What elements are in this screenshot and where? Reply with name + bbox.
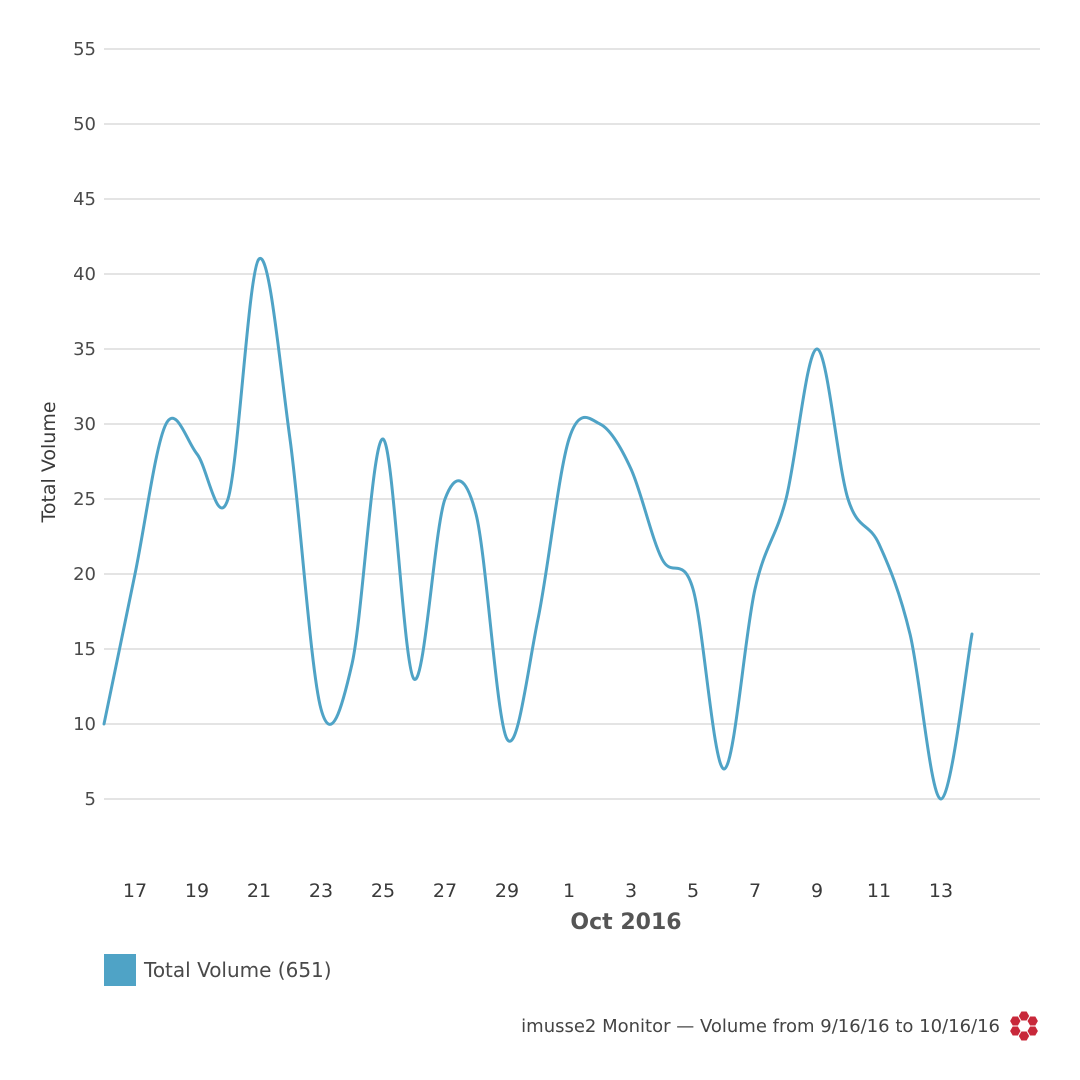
series-group bbox=[102, 257, 974, 801]
grid-lines bbox=[104, 48, 1040, 800]
logo-hexagon-1 bbox=[1018, 1011, 1030, 1021]
y-tick-label: 45 bbox=[73, 189, 96, 210]
x-tick-label: 19 bbox=[185, 880, 209, 902]
x-tick-label: 13 bbox=[929, 880, 953, 902]
y-tick-label: 30 bbox=[73, 414, 96, 435]
x-tick-label: 17 bbox=[123, 880, 147, 902]
y-axis-ticks: 5 10 15 20 25 30 35 40 45 50 55 bbox=[73, 39, 96, 810]
x-tick-label: 7 bbox=[749, 880, 761, 902]
y-tick-label: 40 bbox=[73, 264, 96, 285]
logo-hexagon-2 bbox=[1010, 1016, 1021, 1026]
logo-hexagon-5 bbox=[1027, 1026, 1038, 1036]
y-tick-label: 5 bbox=[85, 789, 96, 810]
x-tick-label: 11 bbox=[867, 880, 891, 902]
x-tick-label: 9 bbox=[811, 880, 823, 902]
x-tick-label: 21 bbox=[247, 880, 271, 902]
y-tick-label: 10 bbox=[73, 714, 96, 735]
logo-hexagon-4 bbox=[1010, 1026, 1021, 1036]
x-tick-label: 1 bbox=[563, 880, 575, 902]
y-tick-label: 25 bbox=[73, 489, 96, 510]
y-tick-label: 15 bbox=[73, 639, 96, 660]
hexagon-cluster-logo-icon bbox=[1010, 1011, 1038, 1041]
x-axis-month-label: Oct 2016 bbox=[570, 910, 681, 935]
x-tick-label: 3 bbox=[625, 880, 637, 902]
footer-caption: imusse2 Monitor — Volume from 9/16/16 to… bbox=[521, 1016, 1000, 1037]
legend[interactable]: Total Volume (651) bbox=[104, 954, 332, 986]
legend-swatch[interactable] bbox=[104, 954, 136, 986]
x-tick-label: 25 bbox=[371, 880, 395, 902]
x-tick-label: 23 bbox=[309, 880, 333, 902]
y-tick-label: 20 bbox=[73, 564, 96, 585]
y-tick-label: 35 bbox=[73, 339, 96, 360]
y-tick-label: 55 bbox=[73, 39, 96, 60]
x-tick-label: 5 bbox=[687, 880, 699, 902]
x-tick-label: 29 bbox=[495, 880, 519, 902]
logo-hexagon-6 bbox=[1018, 1031, 1030, 1041]
series-line-total-volume[interactable] bbox=[102, 257, 974, 801]
y-axis-title: Total Volume bbox=[38, 401, 60, 523]
y-tick-label: 50 bbox=[73, 114, 96, 135]
x-axis-ticks: 17 19 21 23 25 27 29 1 3 5 7 9 11 13 bbox=[123, 880, 953, 902]
x-tick-label: 27 bbox=[433, 880, 457, 902]
logo-hexagon-3 bbox=[1027, 1016, 1038, 1026]
legend-label[interactable]: Total Volume (651) bbox=[143, 958, 332, 982]
